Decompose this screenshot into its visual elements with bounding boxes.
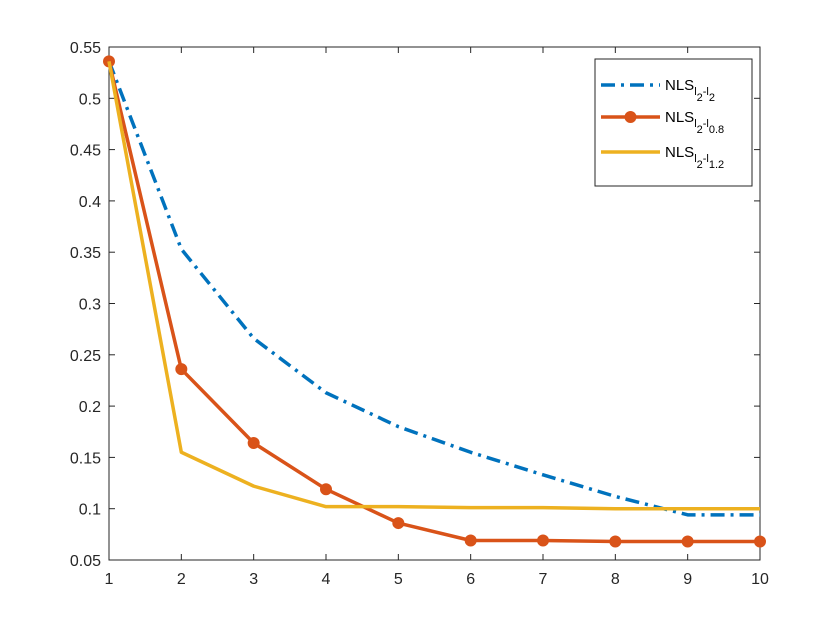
series-line-2 — [107, 60, 760, 544]
y-tick-label: 0.35 — [70, 245, 101, 262]
series-2-point — [537, 534, 549, 547]
x-tick-label: 1 — [105, 571, 114, 588]
x-tick-label: 10 — [751, 571, 769, 588]
legend: NLSl2-l2 NLSl2-l0.8 NLSl2-l1.2 — [594, 58, 753, 187]
y-tick-label: 0.55 — [70, 40, 101, 57]
series-line-3 — [107, 61, 760, 511]
x-tick-label: 5 — [394, 571, 403, 588]
series-2-point — [320, 483, 332, 496]
y-tick-label: 0.05 — [70, 553, 101, 570]
x-tick-label: 6 — [466, 571, 475, 588]
series-2-point — [247, 437, 260, 450]
y-tick-label: 0.45 — [70, 143, 101, 160]
y-tick-label: 0.1 — [79, 502, 101, 519]
series-2-point — [392, 517, 405, 530]
y-tick-label: 0.2 — [79, 399, 101, 416]
series-line-1 — [107, 60, 760, 517]
y-axis: 0.05 0.1 0.15 0.2 0.25 0.3 0.35 0.4 0.45 0.5 0.55 — [70, 40, 760, 570]
x-tick-label: 7 — [539, 571, 548, 588]
y-tick-label: 0.5 — [79, 91, 101, 108]
x-tick-label: 9 — [683, 571, 692, 588]
y-tick-label: 0.3 — [79, 297, 101, 314]
x-tick-label: 8 — [611, 571, 620, 588]
series-2-point — [464, 534, 477, 547]
y-tick-label: 0.4 — [79, 194, 101, 211]
x-tick-label: 2 — [177, 571, 186, 588]
y-tick-label: 0.25 — [70, 348, 101, 365]
series-2-point — [754, 535, 766, 548]
legend-marker-2 — [624, 111, 637, 123]
x-tick-label: 3 — [249, 571, 258, 588]
series-layer — [103, 55, 766, 548]
series-2-point — [175, 363, 188, 376]
series-2-point — [609, 535, 622, 548]
x-axis: 1 2 3 4 5 6 7 8 9 10 — [105, 47, 769, 588]
x-tick-label: 4 — [322, 571, 331, 588]
legend-label-2: NLSl2-l0.8 — [665, 109, 724, 136]
series-2-point — [681, 535, 694, 548]
legend-label-3: NLSl2-l1.2 — [665, 144, 724, 171]
legend-box — [594, 58, 753, 187]
legend-label-1: NLSl2-l2 — [665, 77, 715, 104]
y-tick-label: 0.15 — [70, 450, 101, 467]
